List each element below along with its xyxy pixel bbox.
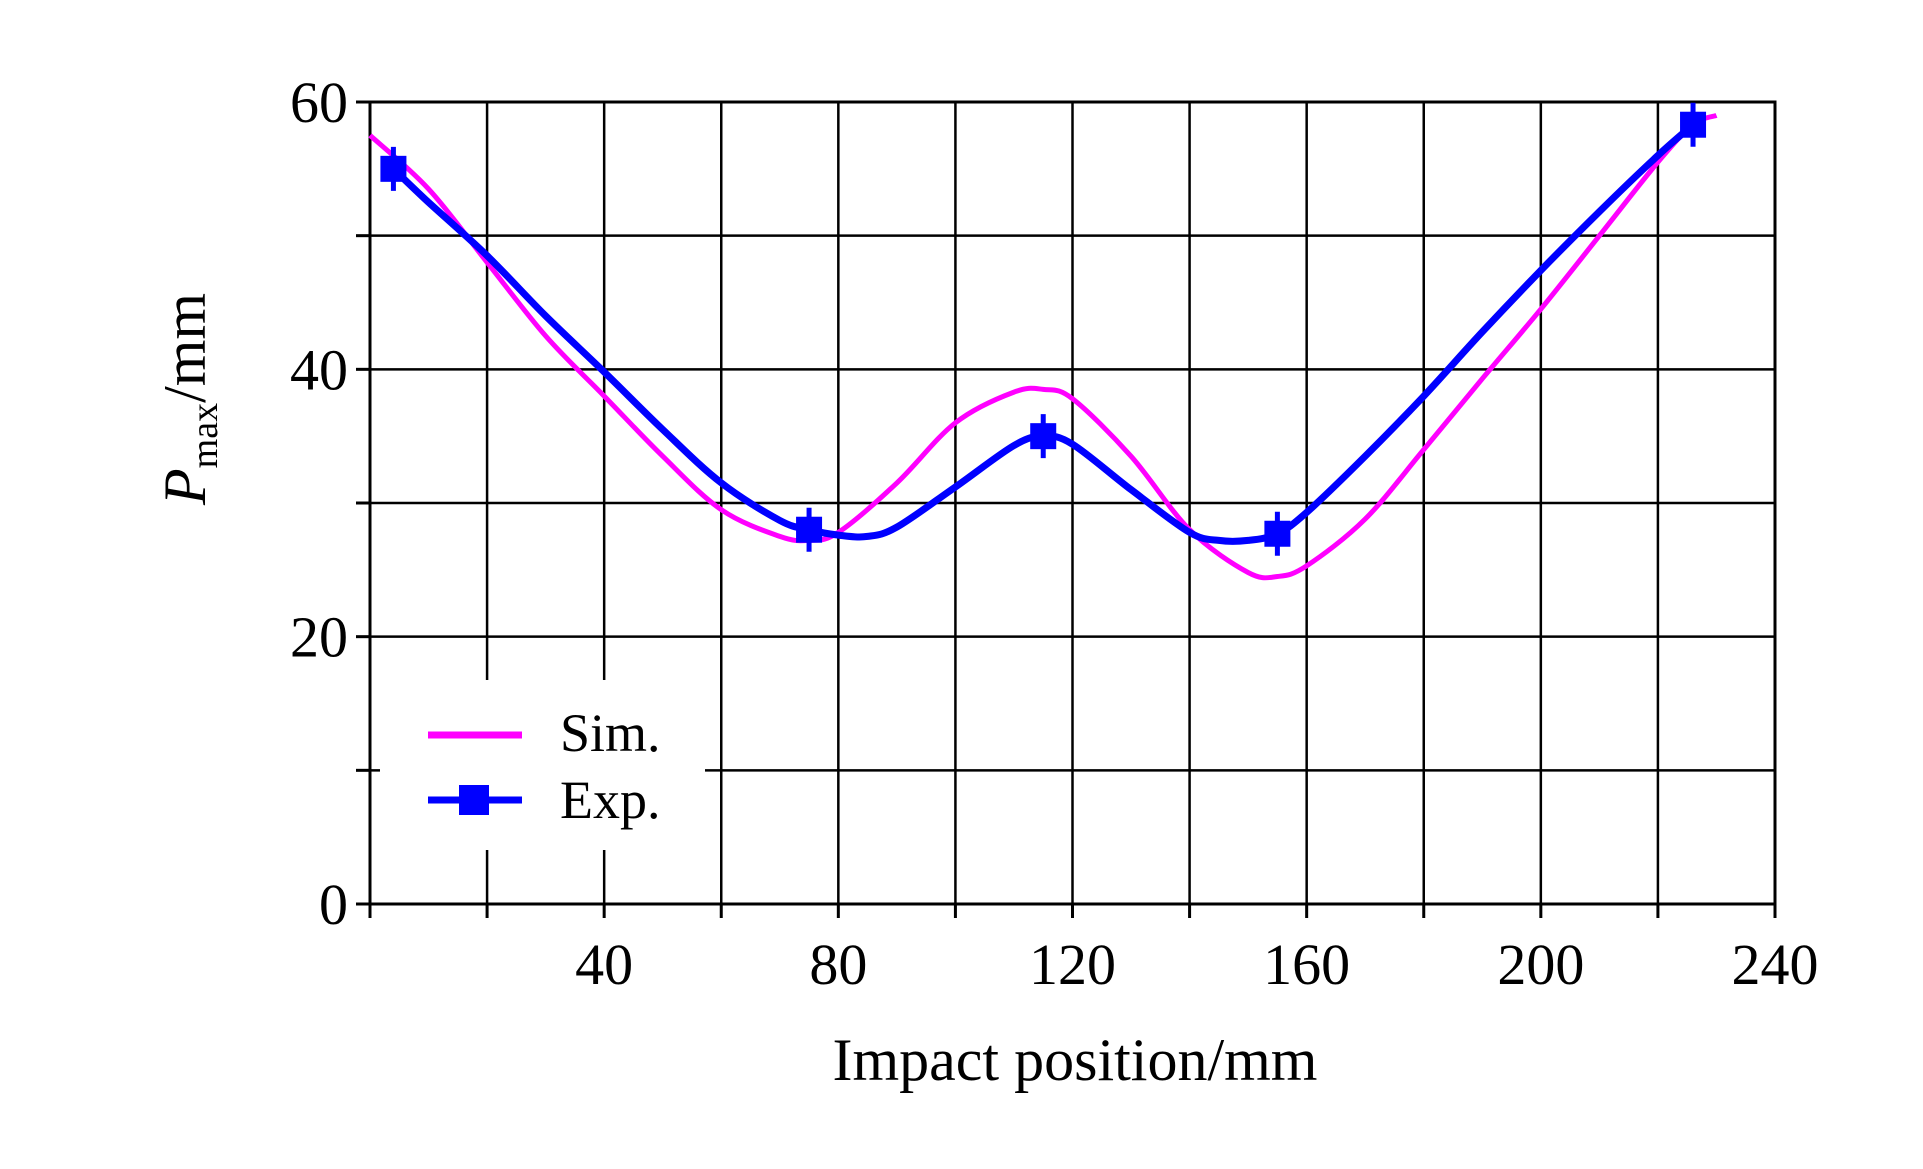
- y-tick-label: 40: [290, 337, 348, 402]
- x-axis-title: Impact position/mm: [833, 1027, 1318, 1093]
- x-tick-label: 120: [1029, 932, 1116, 997]
- x-tick-label: 200: [1497, 932, 1584, 997]
- legend: Sim. Exp.: [380, 680, 705, 850]
- y-axis-title-unit: /mm: [152, 293, 218, 403]
- legend-exp-label: Exp.: [560, 770, 661, 830]
- x-tick-label: 40: [575, 932, 633, 997]
- y-axis-title: Pmax/mm: [152, 293, 226, 506]
- x-tick-label: 240: [1732, 932, 1819, 997]
- x-tick-label: 160: [1263, 932, 1350, 997]
- series-sim-line: [368, 113, 1718, 581]
- legend-exp-marker: [459, 785, 489, 815]
- y-axis-title-main: P: [152, 468, 218, 506]
- legend-background: [380, 680, 705, 850]
- series-exp-line: [390, 122, 1696, 545]
- svg-text:Pmax/mm: Pmax/mm: [152, 293, 226, 506]
- y-axis-title-sub: max: [184, 403, 226, 468]
- series-layer: [368, 102, 1718, 581]
- tick-labels: 40 80 120 160 200 240 0 20 40 60: [290, 70, 1819, 997]
- y-tick-label: 20: [290, 605, 348, 670]
- y-tick-label: 60: [290, 70, 348, 135]
- y-tick-label: 0: [319, 872, 348, 937]
- x-tick-label: 80: [809, 932, 867, 997]
- plot-frame: [356, 100, 1777, 918]
- legend-sim-label: Sim.: [560, 703, 661, 763]
